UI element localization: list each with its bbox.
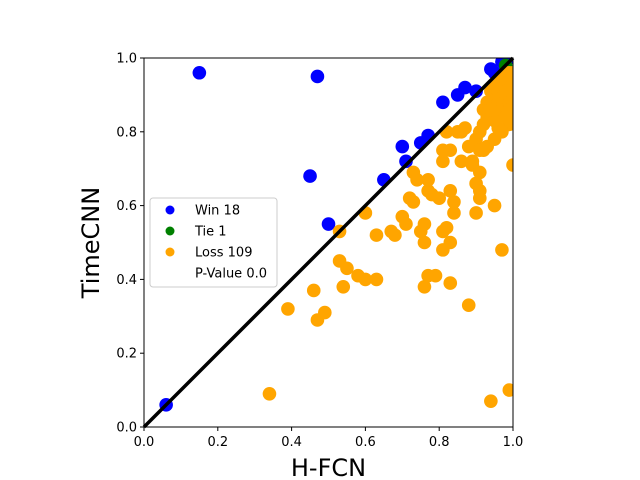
x-axis-ticks: 0.0 0.2 0.4 0.6 0.8 1.0 bbox=[134, 427, 524, 450]
legend-items: Win 18 Tie 1 Loss 109 P-Value 0.0 bbox=[165, 204, 267, 282]
point-win bbox=[395, 139, 410, 154]
point-win bbox=[303, 169, 317, 183]
point-loss bbox=[432, 191, 447, 206]
point-loss bbox=[495, 125, 509, 139]
point-loss bbox=[318, 305, 332, 320]
legend-box bbox=[149, 197, 278, 288]
y-tick-label: 0.2 bbox=[116, 347, 137, 362]
point-loss bbox=[506, 65, 513, 80]
point-win bbox=[469, 84, 483, 99]
point-loss bbox=[487, 198, 502, 213]
diagonal-reference-line bbox=[142, 56, 515, 429]
y-tick-label: 0.6 bbox=[116, 199, 137, 214]
point-win bbox=[436, 95, 450, 110]
y-axis-ticks: 0.0 0.2 0.4 0.6 0.8 1.0 bbox=[116, 52, 144, 436]
point-loss bbox=[472, 165, 487, 180]
point-loss bbox=[428, 268, 443, 283]
point-loss bbox=[484, 102, 498, 117]
point-loss bbox=[340, 261, 354, 276]
point-loss bbox=[436, 154, 450, 169]
point-loss bbox=[281, 302, 295, 316]
point-loss bbox=[421, 172, 435, 187]
point-loss bbox=[502, 383, 513, 397]
point-loss bbox=[358, 272, 373, 287]
point-loss bbox=[439, 220, 454, 235]
point-loss bbox=[469, 206, 483, 220]
point-win bbox=[192, 65, 207, 80]
point-loss bbox=[502, 110, 513, 124]
point-loss bbox=[388, 228, 402, 242]
point-loss bbox=[410, 172, 424, 187]
point-loss bbox=[369, 272, 384, 287]
point-loss bbox=[399, 217, 413, 231]
legend-marker bbox=[165, 247, 175, 257]
legend-marker bbox=[165, 226, 175, 236]
point-loss bbox=[336, 279, 351, 294]
point-win bbox=[310, 69, 325, 84]
legend-label: P-Value 0.0 bbox=[195, 267, 267, 282]
points-layer bbox=[159, 58, 513, 412]
point-loss bbox=[417, 235, 432, 250]
point-loss bbox=[484, 394, 498, 408]
point-loss bbox=[447, 195, 461, 209]
point-loss bbox=[454, 154, 469, 169]
y-tick-label: 0.4 bbox=[116, 273, 137, 288]
y-tick-label: 1.0 bbox=[116, 52, 137, 67]
point-loss bbox=[495, 243, 509, 257]
y-axis-title: TimeCNN bbox=[77, 187, 105, 299]
legend-label: Loss 109 bbox=[195, 246, 252, 261]
point-loss bbox=[406, 195, 421, 209]
x-axis-title: H-FCN bbox=[291, 454, 366, 480]
point-loss bbox=[443, 235, 458, 250]
legend-marker bbox=[165, 205, 175, 215]
x-tick-label: 0.2 bbox=[207, 435, 228, 450]
point-win bbox=[321, 217, 336, 231]
point-loss bbox=[443, 143, 458, 158]
x-tick-label: 0.8 bbox=[429, 435, 450, 450]
x-tick-label: 0.6 bbox=[355, 435, 376, 450]
plot-frame bbox=[143, 57, 514, 428]
point-loss bbox=[306, 283, 321, 298]
y-tick-label: 0.8 bbox=[116, 125, 137, 140]
legend-label: Tie 1 bbox=[194, 225, 227, 240]
point-win bbox=[399, 154, 413, 169]
legend: Win 18 Tie 1 Loss 109 P-Value 0.0 bbox=[149, 197, 278, 288]
y-tick-label: 0.0 bbox=[116, 421, 137, 436]
point-loss bbox=[262, 386, 277, 401]
point-win bbox=[458, 80, 472, 95]
point-loss bbox=[461, 298, 476, 313]
point-loss bbox=[369, 228, 384, 242]
point-loss bbox=[465, 154, 480, 169]
point-loss bbox=[443, 276, 458, 290]
point-loss bbox=[472, 191, 487, 206]
point-loss bbox=[506, 158, 513, 172]
point-loss bbox=[417, 217, 432, 231]
point-loss bbox=[447, 206, 461, 220]
point-loss bbox=[443, 184, 458, 198]
legend-label: Win 18 bbox=[195, 204, 240, 219]
x-tick-label: 0.4 bbox=[281, 435, 302, 450]
x-tick-label: 1.0 bbox=[503, 435, 524, 450]
x-tick-label: 0.0 bbox=[134, 435, 155, 450]
point-loss bbox=[458, 121, 472, 135]
point-loss bbox=[417, 279, 432, 294]
